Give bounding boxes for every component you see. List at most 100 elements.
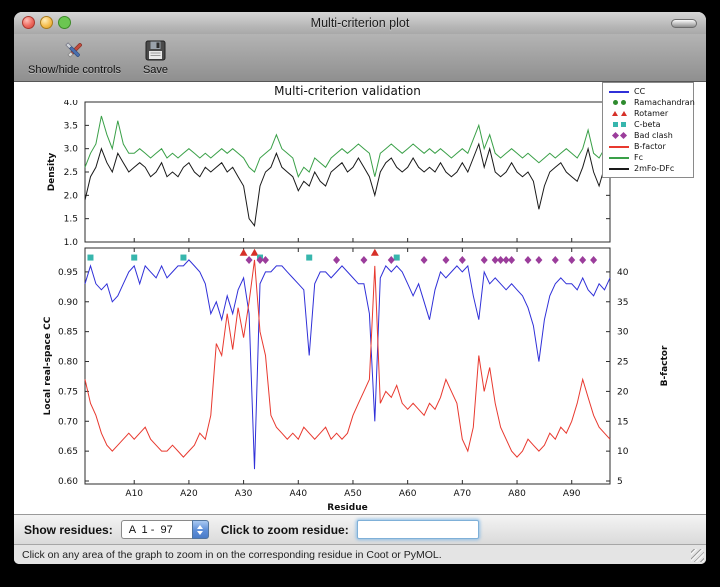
diamond-icon [607, 131, 631, 140]
resize-grip[interactable] [691, 549, 704, 562]
window: Multi-criterion plot [14, 12, 706, 564]
axis-text: 1.0 [64, 238, 79, 248]
legend-item-rotamer: Rotamer [607, 108, 689, 119]
square-icon [607, 122, 631, 127]
axis-text: A70 [454, 489, 472, 499]
marker-bad-clash [261, 255, 269, 264]
controls-bar: Show residues: A 1 - 97 Click to zoom re… [14, 514, 706, 544]
axis-text: 0.80 [58, 358, 78, 368]
axis-text: A20 [180, 489, 198, 499]
marker-bad-clash [333, 255, 341, 264]
title-bar: Multi-criterion plot [14, 12, 706, 34]
axis-text: 30 [617, 328, 629, 338]
axis-text: 4.0 [64, 100, 79, 108]
stepper-control[interactable] [191, 520, 209, 539]
plot-title: Multi-criterion validation [274, 84, 421, 98]
marker-bad-clash [491, 255, 499, 264]
legend-label: Fc [634, 153, 643, 162]
axis-text: 20 [617, 387, 629, 397]
legend-label: 2mFo-DFc [634, 164, 675, 173]
line-icon [607, 156, 631, 159]
axis-text: A40 [289, 489, 307, 499]
save-icon [144, 37, 167, 64]
marker-rotamer [370, 248, 379, 256]
toolbar-toggle-button[interactable] [671, 19, 697, 28]
figure: Multi-criterion validation 1.0 1.5 2.0 2.5 3… [30, 82, 695, 512]
axis-text: 0.95 [58, 268, 78, 278]
legend-label: B-factor [634, 142, 666, 151]
axis-text: 2.5 [64, 168, 78, 178]
series-fc [84, 115, 611, 178]
marker-rotamer [239, 248, 248, 256]
tools-icon [61, 37, 87, 64]
legend-label: CC [634, 87, 646, 96]
marker-bad-clash [568, 255, 576, 264]
marker-bad-clash [497, 255, 505, 264]
marker-bad-clash [508, 255, 516, 264]
marker-c-beta [306, 254, 313, 261]
axis-text: 10 [617, 447, 629, 457]
axis-text: 0.70 [58, 417, 78, 427]
marker-bad-clash [524, 255, 532, 264]
legend-item-2mfo-dfc: 2mFo-DFc [607, 163, 689, 174]
axis-text: A90 [563, 489, 581, 499]
marker-bad-clash [387, 255, 395, 264]
axis-text: 35 [617, 298, 628, 308]
legend-label: Ramachandran [634, 98, 695, 107]
axis-text: 40 [617, 268, 629, 278]
dot-icon [607, 100, 631, 105]
marker-bad-clash [245, 255, 253, 264]
axis-text: Density [47, 153, 57, 192]
residue-range-select[interactable]: A 1 - 97 [120, 520, 209, 539]
toolbar-button-label: Save [142, 64, 169, 76]
axis-text: 2.0 [64, 191, 79, 201]
axis-text: B-factor [660, 345, 670, 386]
marker-bad-clash [442, 255, 450, 264]
minimize-button[interactable] [40, 16, 53, 29]
axis-text: 5 [617, 477, 623, 487]
chevron-up-icon [197, 524, 204, 529]
save-button[interactable]: Save [139, 36, 172, 77]
axis-text: Residue [327, 503, 367, 512]
axis-text: 25 [617, 358, 628, 368]
legend-item-cc: CC [607, 86, 689, 97]
axis-text: A50 [344, 489, 362, 499]
axis-text: 0.90 [58, 298, 78, 308]
plot-canvas[interactable]: 1.0 1.5 2.0 2.5 3.0 3.5 4.0 A10 A20 A30 A40 A50 A60 A… [30, 100, 690, 512]
axis-text: 0.60 [58, 477, 78, 487]
axis-text: 1.5 [64, 215, 78, 225]
show-hide-controls-button[interactable]: Show/hide controls [24, 36, 125, 77]
marker-rotamer [250, 248, 259, 256]
axis-text: 3.0 [64, 145, 79, 155]
legend-label: C-beta [634, 120, 661, 129]
series-b-factor [84, 259, 611, 458]
legend: CC Ramachandran Rotamer C-beta Bad clash B-fa… [602, 82, 695, 178]
axis-text: Local real-space CC [43, 316, 53, 415]
residue-range-value: A 1 - 97 [120, 520, 192, 539]
marker-bad-clash [579, 255, 587, 264]
legend-label: Bad clash [634, 131, 673, 140]
zoom-window-button[interactable] [58, 16, 71, 29]
legend-item-ramachandran: Ramachandran [607, 97, 695, 108]
chevron-down-icon [197, 530, 204, 535]
axis-text: 0.85 [58, 328, 78, 338]
line-icon [607, 167, 631, 170]
axis-text: 3.5 [64, 121, 78, 131]
axis-text: A80 [508, 489, 526, 499]
marker-c-beta [87, 254, 94, 261]
toolbar: Show/hide controls Save [14, 34, 706, 82]
zoom-residue-input[interactable] [356, 520, 479, 539]
plot-area: Multi-criterion validation 1.0 1.5 2.0 2.5 3… [14, 82, 706, 514]
marker-bad-clash [420, 255, 428, 264]
window-title: Multi-criterion plot [310, 16, 410, 30]
window-controls [22, 16, 71, 29]
marker-bad-clash [360, 255, 368, 264]
legend-label: Rotamer [634, 109, 669, 118]
marker-bad-clash [551, 255, 559, 264]
marker-c-beta [393, 254, 400, 261]
legend-item-c-beta: C-beta [607, 119, 689, 130]
marker-bad-clash [480, 255, 488, 264]
close-button[interactable] [22, 16, 35, 29]
marker-c-beta [180, 254, 187, 261]
show-residues-label: Show residues: [24, 522, 113, 537]
